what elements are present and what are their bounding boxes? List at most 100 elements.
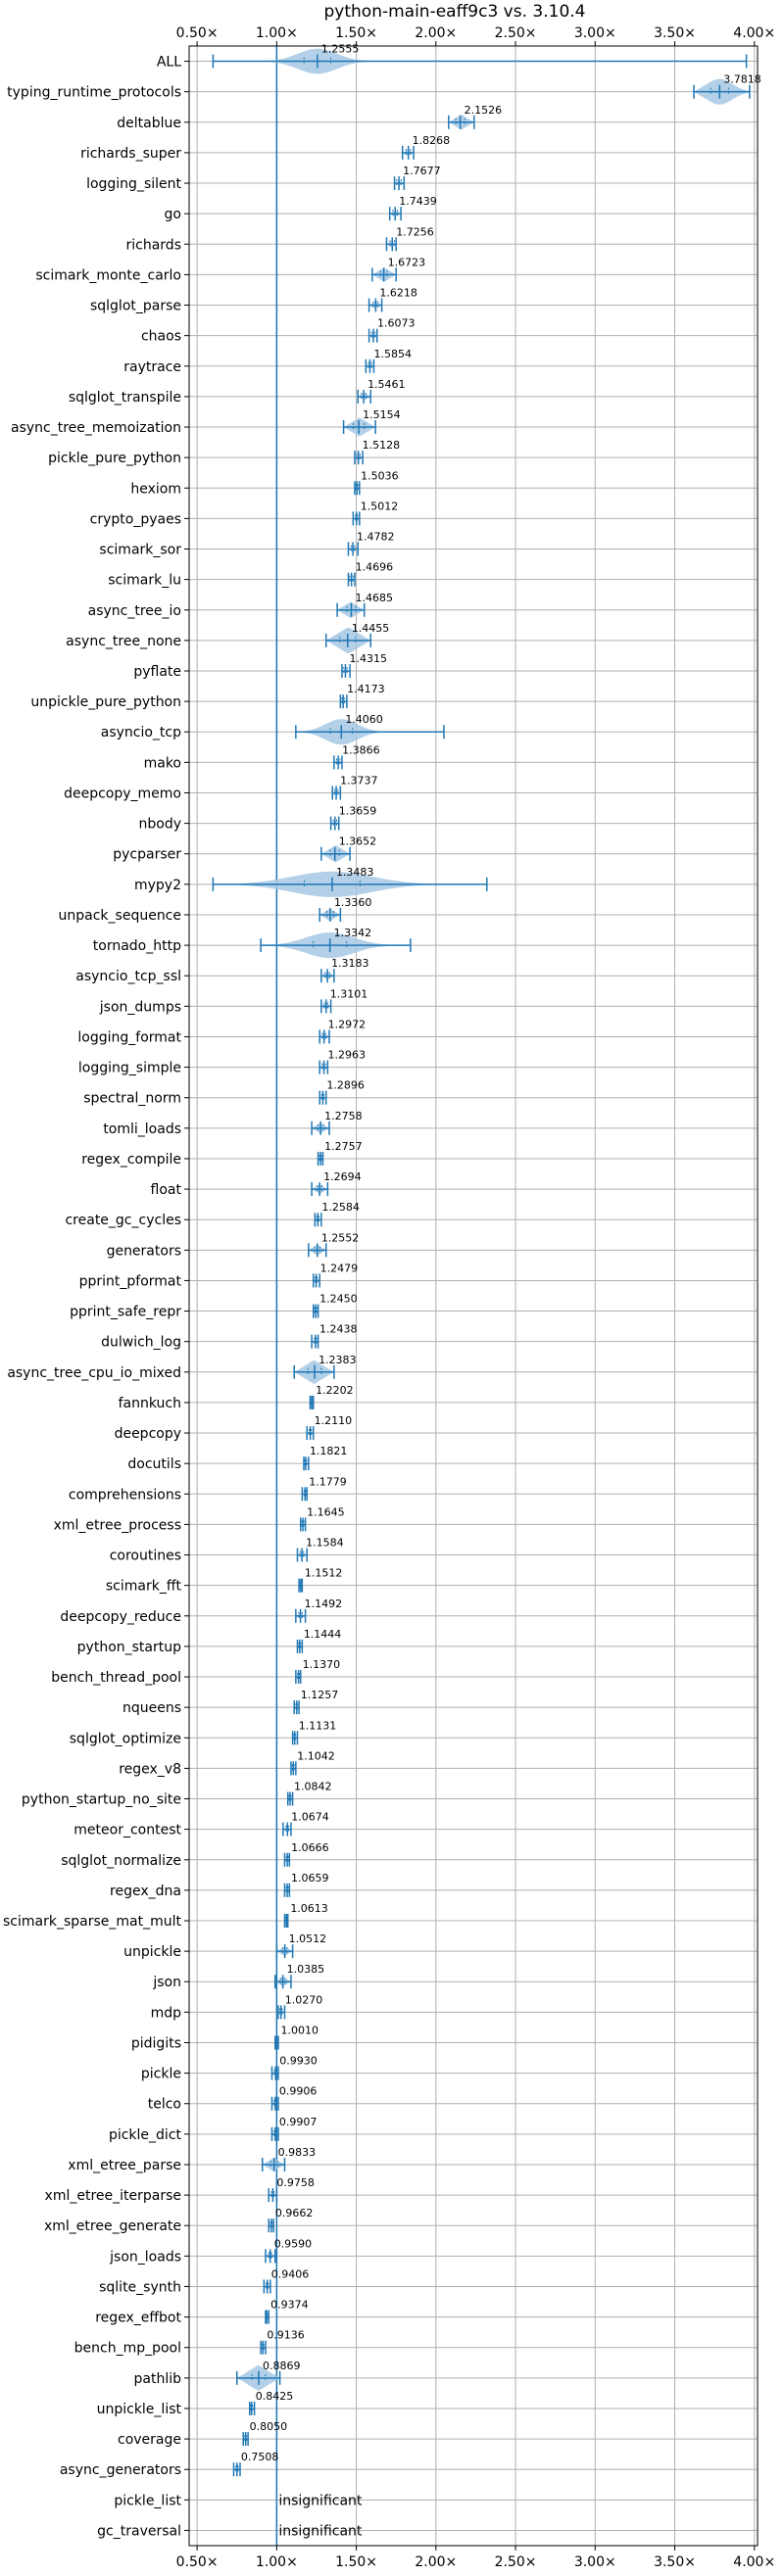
benchmark-name-label: unpack_sequence — [59, 908, 181, 924]
benchmark-name-label: async_generators — [60, 2462, 181, 2478]
benchmark-value-label: 1.7439 — [399, 195, 437, 208]
benchmark-value-label: 0.9374 — [270, 2299, 309, 2312]
benchmark-value-label: 1.2963 — [327, 1049, 366, 1062]
benchmark-name-label: crypto_pyaes — [90, 511, 181, 527]
benchmark-violin: 1.2757 — [317, 1140, 363, 1166]
benchmark-name-label: coroutines — [110, 1549, 181, 1564]
benchmark-name-label: asyncio_tcp_ssl — [75, 969, 181, 984]
benchmark-violin: 1.1512 — [298, 1567, 343, 1593]
benchmark-violin: 1.1584 — [296, 1537, 344, 1562]
benchmark-name-label: sqlglot_normalize — [61, 1853, 181, 1869]
benchmark-name-label: richards_super — [80, 146, 181, 162]
benchmark-violin: 1.6723 — [371, 256, 425, 282]
benchmark-violin: 1.3866 — [333, 743, 380, 770]
benchmark-value-label: 1.5128 — [363, 439, 401, 452]
benchmark-value-label: 1.2202 — [316, 1384, 354, 1397]
grid-layer — [189, 46, 758, 2546]
benchmark-violin: 0.9758 — [268, 2176, 315, 2203]
benchmark-violin: 1.0666 — [283, 1841, 329, 1867]
benchmark-name-label: generators — [107, 1243, 181, 1259]
x-tick-label-top: 4.00× — [733, 25, 775, 41]
benchmark-name-label: scimark_fft — [106, 1579, 182, 1595]
benchmark-name-label: bench_thread_pool — [51, 1670, 181, 1686]
benchmark-value-label: 0.8869 — [263, 2360, 301, 2372]
plot-frame — [188, 45, 759, 2547]
benchmark-name-label: logging_simple — [78, 1061, 181, 1076]
benchmark-name-label: dulwich_log — [101, 1335, 181, 1351]
benchmark-value-label: 1.2450 — [319, 1293, 358, 1306]
benchmark-value-label: 1.0842 — [294, 1781, 332, 1793]
benchmark-violin: 1.2963 — [318, 1049, 366, 1074]
benchmark-name-label: deepcopy_memo — [64, 786, 181, 801]
benchmark-value-label: 0.9590 — [274, 2237, 313, 2250]
benchmark-value-label: 1.3659 — [339, 805, 377, 818]
benchmark-value-label: 1.7677 — [403, 165, 441, 177]
x-tick-label-top: 0.50× — [176, 25, 219, 41]
benchmark-value-label: 1.1512 — [305, 1567, 343, 1580]
benchmark-name-label: mdp — [151, 2005, 182, 2021]
benchmark-violin: 1.0674 — [282, 1811, 329, 1837]
x-tick-label-top: 3.00× — [574, 25, 616, 41]
benchmark-value-label: 1.0010 — [281, 2024, 319, 2036]
x-tick-label-top: 3.50× — [654, 25, 696, 41]
x-tick-label-bottom: 0.50× — [176, 2554, 219, 2570]
benchmark-violin: 1.6073 — [368, 317, 416, 343]
benchmark-name-label: pickle_dict — [109, 2127, 182, 2143]
benchmark-value-label: 1.5461 — [368, 378, 406, 391]
benchmark-name-label: pprint_safe_repr — [70, 1305, 181, 1320]
benchmark-violin: 1.7677 — [393, 165, 441, 191]
benchmark-violin: 1.3483 — [212, 866, 488, 897]
benchmark-violin: 1.5854 — [365, 348, 412, 373]
benchmark-name-label: float — [151, 1182, 182, 1198]
benchmark-value-label: 1.1257 — [301, 1689, 339, 1701]
benchmark-value-label: 1.4782 — [357, 531, 395, 544]
benchmark-violin: 1.2438 — [311, 1323, 358, 1349]
benchmark-value-label: 1.2438 — [319, 1323, 358, 1336]
benchmark-value-label: 1.1042 — [297, 1749, 335, 1762]
benchmark-violin: 1.2110 — [306, 1414, 352, 1441]
benchmark-violin: 1.3183 — [320, 957, 369, 983]
benchmark-violin: 1.2972 — [318, 1018, 366, 1044]
benchmark-value-label: 1.4455 — [352, 622, 390, 635]
benchmark-violin: 1.1645 — [299, 1505, 345, 1532]
benchmark-name-label: regex_dna — [110, 1884, 181, 1899]
axis-layer: 0.50× 0.50× 1.00× 1.00× 1.50× 1.50× 2.00× 2.00×… — [3, 25, 775, 2570]
benchmark-name-label: sqlglot_parse — [90, 299, 181, 314]
benchmark-name-label: scimark_sor — [99, 543, 181, 558]
benchmark-value-label: 1.3483 — [336, 866, 374, 879]
chart-title: python-main-eaff9c3 vs. 3.10.4 — [324, 2, 586, 22]
benchmark-value-label: 1.1821 — [310, 1445, 348, 1457]
benchmark-violin: 1.0613 — [283, 1902, 328, 1928]
benchmark-value-label: 1.1131 — [299, 1719, 337, 1732]
benchmark-violin: 1.2450 — [312, 1293, 358, 1318]
benchmark-value-label: 1.2584 — [321, 1201, 360, 1214]
benchmark-name-label: deltablue — [117, 116, 181, 131]
benchmark-name-label: async_tree_cpu_io_mixed — [7, 1365, 181, 1381]
benchmark-name-label: nbody — [139, 817, 182, 833]
benchmark-name-label: python_startup — [77, 1640, 181, 1655]
x-tick-label-top: 2.50× — [495, 25, 537, 41]
insignificant-label: insignificant — [278, 2493, 363, 2508]
benchmark-name-label: scimark_sparse_mat_mult — [3, 1914, 181, 1930]
benchmark-name-label: xml_etree_process — [54, 1517, 181, 1533]
benchmark-violin: 1.0842 — [286, 1781, 332, 1806]
x-tick-label-bottom: 3.50× — [654, 2554, 696, 2570]
benchmark-name-label: hexiom — [130, 481, 181, 497]
benchmark-violin: 1.1042 — [290, 1749, 335, 1776]
benchmark-value-label: 1.0613 — [290, 1902, 328, 1915]
benchmark-violin: 1.4315 — [341, 652, 387, 678]
benchmark-name-label: json_dumps — [99, 999, 181, 1015]
benchmark-value-label: 1.5012 — [361, 500, 399, 512]
benchmark-name-label: xml_etree_generate — [44, 2218, 181, 2234]
benchmark-violin: 0.9662 — [268, 2207, 313, 2233]
benchmark-value-label: 1.6073 — [377, 317, 416, 330]
benchmark-violin: 1.4455 — [324, 622, 390, 653]
benchmark-value-label: 0.9136 — [267, 2329, 305, 2342]
benchmark-value-label: 1.2479 — [320, 1262, 359, 1274]
violin-layer: 1.2555 3.7818 2.1526 1.8268 1.7677 1.7439 1.72… — [212, 43, 761, 2546]
benchmark-violin: 1.2896 — [318, 1079, 365, 1105]
benchmark-value-label: 1.7256 — [396, 225, 434, 238]
benchmark-violin: 1.2383 — [293, 1354, 357, 1384]
benchmark-name-label: sqlglot_optimize — [70, 1731, 181, 1746]
